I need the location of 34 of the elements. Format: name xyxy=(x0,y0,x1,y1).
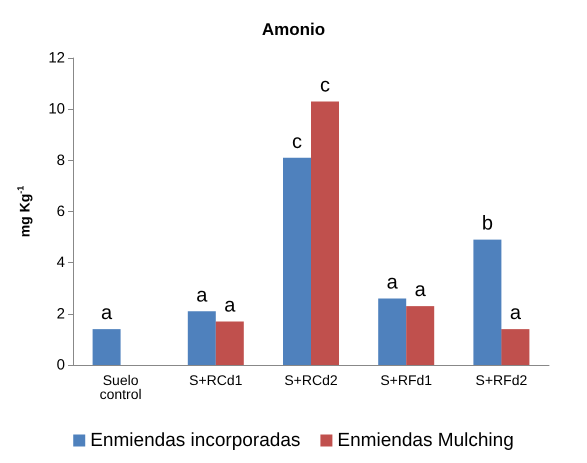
bar xyxy=(378,298,406,365)
annotation: a xyxy=(224,294,236,317)
chart-title: Amonio xyxy=(262,20,326,39)
x-tick-label: S+RCd1 xyxy=(189,372,243,388)
legend-label: Enmiendas incorporadas xyxy=(90,430,300,451)
y-tick-label: 10 xyxy=(48,100,65,118)
annotation: c xyxy=(292,130,302,153)
bar xyxy=(473,240,502,365)
annotation: a xyxy=(510,302,522,324)
bar xyxy=(216,322,244,365)
annotation: a xyxy=(196,284,208,306)
annotation: a xyxy=(101,302,114,324)
x-tick-label: Suelo control xyxy=(100,372,142,402)
x-tick-label: S+RFd1 xyxy=(380,372,432,388)
annotation: a xyxy=(386,271,399,294)
y-tick-label: 6 xyxy=(56,203,65,220)
annotation: c xyxy=(320,74,330,96)
annotation: a xyxy=(414,279,427,302)
bar xyxy=(406,306,434,365)
annotation: b xyxy=(482,212,493,235)
y-axis-title: mg Kg-1 xyxy=(16,186,32,238)
x-tick-label: S+RFd2 xyxy=(476,372,528,388)
y-tick-label: 0 xyxy=(56,356,65,374)
bar xyxy=(501,329,530,365)
bar xyxy=(188,311,216,365)
bar xyxy=(311,101,339,365)
bar xyxy=(283,158,311,365)
x-tick-label: S+RCd2 xyxy=(284,372,338,388)
y-tick-label: 4 xyxy=(56,254,65,272)
y-tick-label: 12 xyxy=(48,50,65,66)
y-tick-label: 2 xyxy=(56,305,65,322)
bar xyxy=(92,329,121,365)
y-tick-label: 8 xyxy=(56,152,65,169)
legend-label: Enmiendas Mulching xyxy=(337,430,514,451)
